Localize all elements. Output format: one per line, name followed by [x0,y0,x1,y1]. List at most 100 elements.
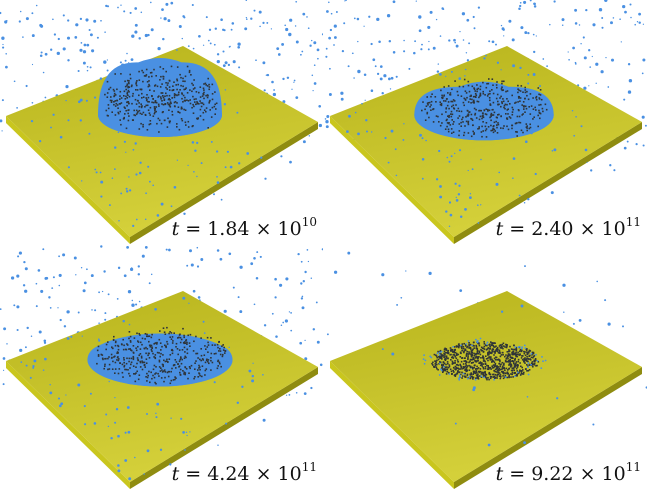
vapor-particle [308,135,311,137]
vapor-particle [439,185,442,188]
vapor-particle [108,380,110,383]
vapor-particle [59,135,63,139]
vapor-particle [498,171,501,174]
vapor-particle [192,289,196,293]
vapor-particle [519,4,522,8]
vapor-particle [271,312,274,315]
vapor-particle [284,24,287,27]
vapor-particle [634,23,637,26]
vapor-particle [120,192,123,195]
vapor-particle [316,48,320,52]
vapor-particle [13,80,16,83]
vapor-particle [290,329,293,332]
vapor-particle [245,0,248,1]
vapor-particle [18,251,22,255]
vapor-particle [40,289,44,293]
vapor-particle [86,268,88,271]
vapor-particle [43,339,47,343]
vapor-particle [295,0,298,3]
vapor-particle [125,151,127,153]
vapor-particle [310,277,313,279]
vapor-particle [523,201,526,204]
vapor-particle [572,46,575,50]
vapor-particle [147,165,150,168]
vapor-particle [44,357,47,361]
vapor-particle [266,73,270,77]
vapor-particle [403,50,406,53]
vapor-particle [86,19,88,22]
vapor-particle [25,17,29,21]
vapor-particle [461,12,466,16]
vapor-particle [62,14,65,17]
vapor-particle [96,36,99,39]
vapor-particle [238,66,241,69]
vapor-particle [98,339,101,342]
vapor-particle [300,282,303,285]
vapor-particle [250,17,253,20]
vapor-particle [236,401,240,405]
vapor-particle [561,18,565,22]
vapor-particle [81,335,83,337]
vapor-particle [354,111,357,114]
vapor-particle [66,310,70,314]
vapor-particle [527,31,530,35]
vapor-particle [237,296,240,299]
vapor-particle [119,61,122,64]
vapor-particle [301,295,304,298]
vapor-particle [612,17,615,19]
vapor-particle [84,423,87,426]
vapor-particle [237,42,241,46]
vapor-particle [454,152,456,155]
vapor-particle [347,251,351,255]
vapor-particle [276,47,280,51]
vapor-particle [455,199,459,202]
vapor-particle [104,31,106,33]
vapor-particle [340,97,344,101]
vapor-particle [236,111,239,114]
vapor-particle [230,28,233,31]
vapor-particle [91,49,95,53]
vapor-particle [495,182,499,186]
vapor-particle [239,310,243,314]
vapor-particle [29,376,32,379]
vapor-particle [117,464,120,467]
vapor-particle [329,28,333,32]
vapor-particle [182,296,186,300]
vapor-particle [0,11,2,15]
vapor-particle [453,38,456,42]
vapor-particle [295,40,299,44]
vapor-particle [638,21,641,24]
vapor-particle [49,307,52,309]
vapor-particle [225,422,228,425]
vapor-particle [421,177,424,180]
vapor-particle [333,36,337,39]
vapor-particle [459,30,461,33]
vapor-particle [592,23,596,27]
vapor-particle [139,161,142,164]
vapor-particle [381,273,385,277]
vapor-particle [39,54,43,58]
vapor-particle [343,22,346,25]
vapor-particle [150,28,154,32]
vapor-particle [445,210,448,213]
vapor-particle [114,421,117,424]
vapor-particle [184,449,186,451]
vapor-particle [97,338,100,341]
vapor-particle [533,5,537,8]
vapor-particle [550,191,554,195]
vapor-particle [357,40,359,43]
vapor-particle [340,91,344,95]
vapor-particle [429,10,433,14]
vapor-particle [127,430,131,434]
substrate-plate [330,291,642,482]
vapor-particle [304,339,306,342]
vapor-particle [193,171,195,173]
vapor-particle [156,214,160,217]
vapor-particle [485,54,487,57]
vapor-particle [448,201,452,204]
vapor-particle [458,149,462,152]
vapor-particle [381,348,384,351]
vapor-particle [176,159,179,161]
vapor-particle [146,449,150,453]
plate-edge [330,116,454,244]
